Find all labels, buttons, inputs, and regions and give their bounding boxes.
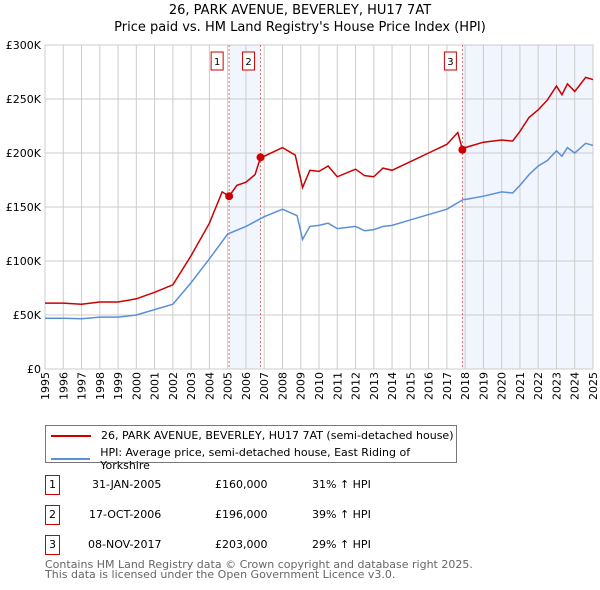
x-tick-label: 2007 <box>258 372 271 400</box>
x-tick-label: 1995 <box>39 372 52 400</box>
x-tick-label: 2019 <box>477 372 490 400</box>
x-tick-label: 2012 <box>350 372 363 400</box>
y-tick-label: £150K <box>6 201 42 214</box>
sale-price: £160,000 <box>215 478 268 491</box>
legend-label-property: 26, PARK AVENUE, BEVERLEY, HU17 7AT (sem… <box>101 429 454 442</box>
y-tick-label: £200K <box>6 147 42 160</box>
footer-line: This data is licensed under the Open Gov… <box>45 568 396 581</box>
property-line <box>45 76 594 305</box>
sale-label: 1 <box>214 57 220 68</box>
footer: Contains HM Land Registry data © Crown c… <box>45 558 473 581</box>
x-tick-label: 2008 <box>276 372 289 400</box>
sale-row: 2 17-OCT-2006 £196,000 39% ↑ HPI <box>45 505 445 525</box>
y-tick-label: £250K <box>6 93 42 106</box>
x-tick-label: 2003 <box>185 372 198 400</box>
sale-point <box>458 145 467 154</box>
x-tick-label: 2015 <box>404 372 417 400</box>
plot-frame <box>44 44 594 370</box>
sale-label: 2 <box>245 57 251 68</box>
x-tick-label: 1999 <box>112 372 125 400</box>
x-tick-label: 2013 <box>368 372 381 400</box>
x-tick-label: 2006 <box>240 372 253 400</box>
y-tick-label: £100K <box>6 255 42 268</box>
x-tick-label: 1998 <box>94 372 107 400</box>
sale-label-box <box>210 51 224 71</box>
x-tick-label: 2023 <box>550 372 563 400</box>
legend-label-hpi: HPI: Average price, semi-detached house,… <box>100 446 411 472</box>
x-tick-label: 2002 <box>167 372 180 400</box>
sale-label-box <box>242 51 256 71</box>
x-tick-label: 2017 <box>441 372 454 400</box>
sale-label-box <box>443 51 457 71</box>
sale-hpi: 29% ↑ HPI <box>312 538 371 551</box>
sale-row: 3 08-NOV-2017 £203,000 29% ↑ HPI <box>45 535 445 555</box>
sale-date: 08-NOV-2017 <box>88 538 162 551</box>
x-tick-label: 2004 <box>203 372 216 400</box>
sale-price: £196,000 <box>215 508 268 521</box>
footer-line: Contains HM Land Registry data © Crown c… <box>45 558 473 571</box>
x-tick-label: 2010 <box>313 372 326 400</box>
y-tick-label: £0 <box>27 363 41 376</box>
sale-marker-label: 1 <box>45 475 60 495</box>
x-tick-label: 2025 <box>587 372 600 400</box>
sale-date: 17-OCT-2006 <box>89 508 162 521</box>
sale-label: 3 <box>447 57 453 68</box>
x-tick-label: 1997 <box>76 372 89 400</box>
sale-marker-label: 2 <box>45 505 60 525</box>
x-tick-label: 2016 <box>423 372 436 400</box>
chart-subtitle: Price paid vs. HM Land Registry's House … <box>114 20 486 35</box>
x-tick-label: 2001 <box>149 372 162 400</box>
y-tick-label: £300K <box>6 39 42 52</box>
chart-title: 26, PARK AVENUE, BEVERLEY, HU17 7AT <box>168 3 432 18</box>
sale-point <box>256 153 265 162</box>
sale-row: 1 31-JAN-2005 £160,000 31% ↑ HPI <box>45 475 445 495</box>
legend-swatch-property <box>51 434 91 437</box>
x-tick-label: 2011 <box>331 372 344 400</box>
legend-swatch-hpi <box>51 458 91 460</box>
x-tick-label: 2009 <box>295 372 308 400</box>
sale-price: £203,000 <box>215 538 268 551</box>
x-tick-label: 2024 <box>569 372 582 400</box>
x-tick-label: 2014 <box>386 372 399 400</box>
x-tick-label: 2018 <box>459 372 472 400</box>
sale-hpi: 39% ↑ HPI <box>312 508 371 521</box>
sale-date: 31-JAN-2005 <box>92 478 162 491</box>
x-tick-label: 2020 <box>496 372 509 400</box>
y-tick-label: £50K <box>13 309 42 322</box>
sale-marker-label: 3 <box>45 535 60 555</box>
plot-area: 1995 1996 1997 1998 1999 2000 2001 2002 2003 2004… <box>6 39 600 400</box>
x-tick-label: 2022 <box>532 372 545 400</box>
x-tick-label: 2005 <box>222 372 235 400</box>
legend: 26, PARK AVENUE, BEVERLEY, HU17 7AT (sem… <box>45 425 457 472</box>
x-tick-label: 2021 <box>514 372 527 400</box>
sale-point <box>225 192 234 201</box>
sale-hpi: 31% ↑ HPI <box>312 478 371 491</box>
x-tick-label: 2000 <box>130 372 143 400</box>
x-tick-label: 1996 <box>57 372 70 400</box>
hpi-line <box>45 142 594 320</box>
